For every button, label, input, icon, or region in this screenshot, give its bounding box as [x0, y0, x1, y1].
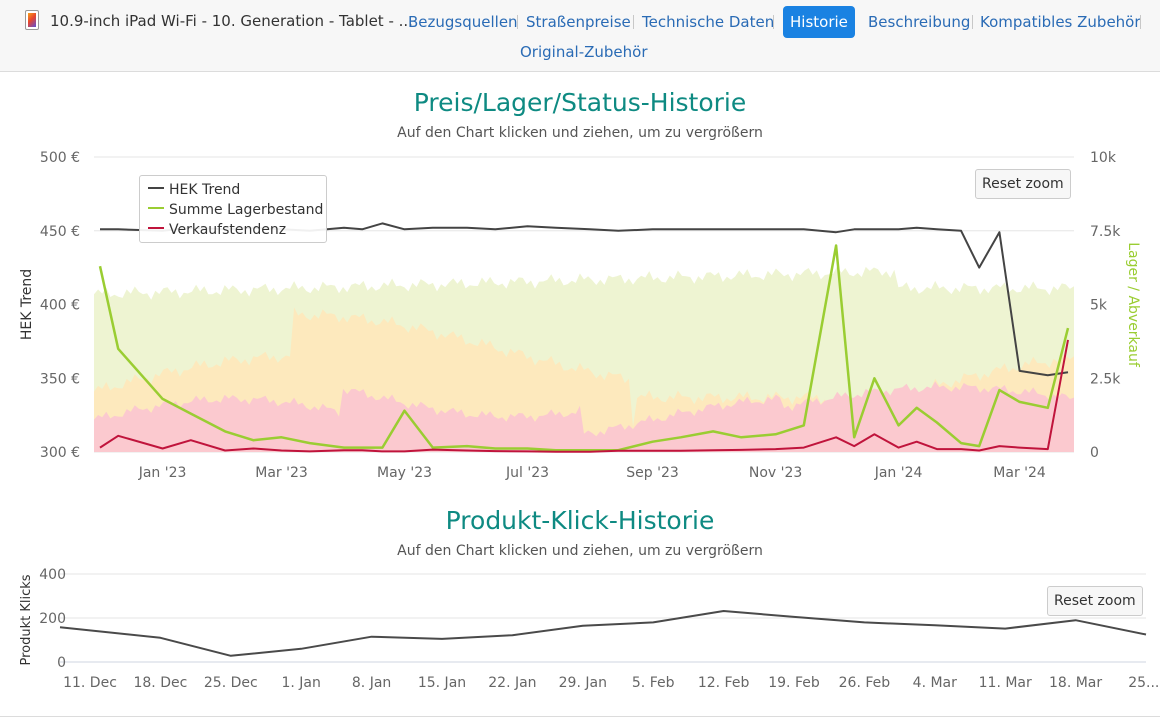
tab-strassenpreise[interactable]: Straßenpreise — [526, 13, 631, 31]
x-tick-label: Nov '23 — [749, 465, 802, 481]
chart2-title: Produkt-Klick-Historie — [445, 506, 715, 535]
y-tick-label: 300 € — [40, 445, 80, 461]
x-tick-label: 22. Jan — [488, 675, 536, 691]
series-produkt-klicks-line — [59, 610, 1147, 657]
y-tick-label: 500 € — [40, 150, 80, 166]
y-tick-label: 350 € — [40, 371, 80, 387]
y-tick-label: 450 € — [40, 224, 80, 240]
x-tick-label: Sep '23 — [626, 465, 679, 481]
tablet-icon — [25, 10, 39, 30]
x-tick-label: 5. Feb — [632, 675, 675, 691]
chart1-subtitle: Auf den Chart klicken und ziehen, um zu … — [397, 125, 763, 141]
y2-tick-label: 2.5k — [1090, 371, 1121, 387]
y-axis-title: HEK Trend — [19, 269, 35, 340]
y-axis-title: Produkt Klicks — [19, 574, 34, 665]
product-title: 10.9-inch iPad Wi-Fi - 10. Generation - … — [50, 12, 413, 30]
x-tick-label: 25.... — [1128, 675, 1160, 691]
x-tick-label: Mar '24 — [993, 465, 1046, 481]
footer-divider — [0, 716, 1160, 717]
status-band-red — [94, 381, 1074, 452]
x-tick-label: 12. Feb — [698, 675, 750, 691]
legend-item-stock[interactable]: Summe Lagerbestand — [148, 202, 323, 218]
tab-separator — [517, 15, 518, 29]
y2-axis-title: Lager / Abverkauf — [1125, 242, 1141, 368]
y-tick-label: 200 — [39, 611, 66, 627]
tab-beschreibung[interactable]: Beschreibung — [868, 13, 971, 31]
x-tick-label: 25. Dec — [204, 675, 258, 691]
chart1-title: Preis/Lager/Status-Historie — [413, 88, 747, 117]
price-history-chart[interactable]: 300 € 350 € 400 € 450 € 500 € 0 2.5k 5k 7.5k 10k J… — [0, 140, 1160, 490]
x-tick-label: 19. Feb — [768, 675, 820, 691]
reset-zoom-button-chart1[interactable]: Reset zoom — [975, 169, 1071, 199]
x-tick-label: 18. Dec — [133, 675, 187, 691]
tab-original-zubehoer[interactable]: Original-Zubehör — [520, 43, 648, 61]
chart2-subtitle: Auf den Chart klicken und ziehen, um zu … — [397, 543, 763, 559]
x-tick-label: 1. Jan — [282, 675, 321, 691]
chart1-legend: HEK Trend Summe Lagerbestand Verkaufsten… — [139, 175, 327, 243]
reset-zoom-button-chart2[interactable]: Reset zoom — [1047, 586, 1143, 616]
legend-label-hek: HEK Trend — [169, 182, 241, 198]
x-tick-label: 15. Jan — [418, 675, 466, 691]
tab-technische-daten[interactable]: Technische Daten — [642, 13, 775, 31]
tab-kompatibles-zubehoer[interactable]: Kompatibles Zubehör — [980, 13, 1141, 31]
tab-historie[interactable]: Historie — [783, 6, 855, 38]
x-tick-label: 26. Feb — [839, 675, 891, 691]
series-verkaufstendenz-line — [99, 339, 1069, 453]
y-tick-label: 400 € — [40, 298, 80, 314]
x-tick-label: Jan '24 — [874, 465, 923, 481]
y2-tick-label: 5k — [1090, 298, 1108, 314]
legend-swatch-hek — [148, 187, 164, 189]
click-history-chart[interactable]: 0 200 400 11. Dec 18. Dec 25. Dec 1. Jan 8. Jan… — [0, 560, 1160, 720]
x-tick-label: Jul '23 — [505, 465, 549, 481]
x-tick-label: 18. Mar — [1049, 675, 1102, 691]
y2-tick-label: 7.5k — [1090, 224, 1121, 240]
y2-tick-label: 0 — [1090, 445, 1099, 461]
x-tick-label: 4. Mar — [913, 675, 957, 691]
tab-separator — [1140, 15, 1141, 29]
tab-bezugsquellen[interactable]: Bezugsquellen — [408, 13, 518, 31]
x-tick-label: 11. Dec — [63, 675, 117, 691]
y2-tick-label: 10k — [1090, 150, 1117, 166]
tab-separator — [972, 15, 973, 29]
legend-item-hek[interactable]: HEK Trend — [148, 182, 240, 198]
top-navigation-bar: 10.9-inch iPad Wi-Fi - 10. Generation - … — [0, 0, 1160, 72]
legend-item-sales[interactable]: Verkaufstendenz — [148, 222, 286, 238]
legend-swatch-stock — [148, 207, 164, 209]
x-tick-label: Jan '23 — [138, 465, 187, 481]
x-tick-label: 8. Jan — [352, 675, 391, 691]
legend-label-stock: Summe Lagerbestand — [169, 202, 324, 218]
legend-label-sales: Verkaufstendenz — [169, 222, 287, 238]
y-tick-label: 0 — [57, 655, 66, 671]
tab-separator — [633, 15, 634, 29]
legend-swatch-sales — [148, 227, 164, 229]
y-tick-label: 400 — [39, 567, 66, 583]
x-tick-label: 29. Jan — [559, 675, 607, 691]
tab-separator — [773, 15, 774, 29]
x-tick-label: Mar '23 — [255, 465, 308, 481]
x-tick-label: May '23 — [377, 465, 432, 481]
x-tick-label: 11. Mar — [979, 675, 1032, 691]
